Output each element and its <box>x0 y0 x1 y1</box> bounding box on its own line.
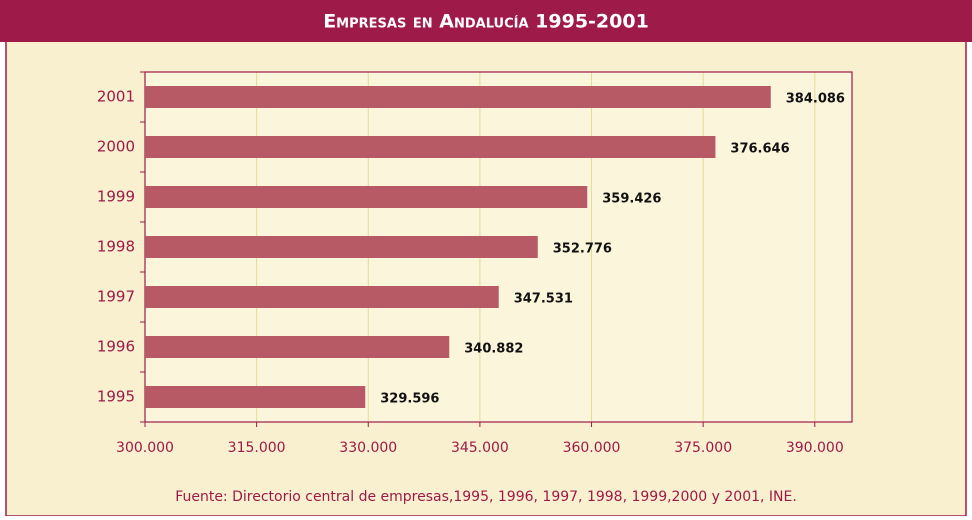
chart-title: Empresas en Andalucía 1995-2001 <box>323 11 649 33</box>
x-tick-label: 345.000 <box>451 440 509 456</box>
y-tick-label: 1996 <box>97 338 135 356</box>
x-tick-label: 360.000 <box>563 440 621 456</box>
data-label: 359.426 <box>602 192 661 207</box>
data-label: 340.882 <box>464 342 523 357</box>
y-tick-label: 2000 <box>97 138 135 156</box>
x-tick-label: 390.000 <box>786 440 844 456</box>
y-tick-label: 1999 <box>97 188 135 206</box>
x-tick-label: 300.000 <box>116 440 174 456</box>
data-label: 376.646 <box>730 142 789 157</box>
y-tick-label: 1995 <box>97 388 135 406</box>
x-tick-label: 375.000 <box>674 440 732 456</box>
data-label: 329.596 <box>380 392 439 407</box>
bar <box>145 86 771 108</box>
y-tick-label: 1997 <box>97 288 135 306</box>
data-label: 347.531 <box>514 292 573 307</box>
bar <box>145 186 588 208</box>
bar <box>145 236 538 258</box>
y-tick-label: 1998 <box>97 238 135 256</box>
bar <box>145 136 716 158</box>
x-tick-label: 315.000 <box>228 440 286 456</box>
y-tick-label: 2001 <box>97 88 135 106</box>
bar <box>145 386 366 408</box>
x-tick-label: 330.000 <box>339 440 397 456</box>
source-note: Fuente: Directorio central de empresas,1… <box>175 489 797 505</box>
data-label: 352.776 <box>553 242 612 257</box>
bar <box>145 286 499 308</box>
bar <box>145 336 450 358</box>
data-label: 384.086 <box>786 92 845 107</box>
header-band <box>0 0 972 42</box>
